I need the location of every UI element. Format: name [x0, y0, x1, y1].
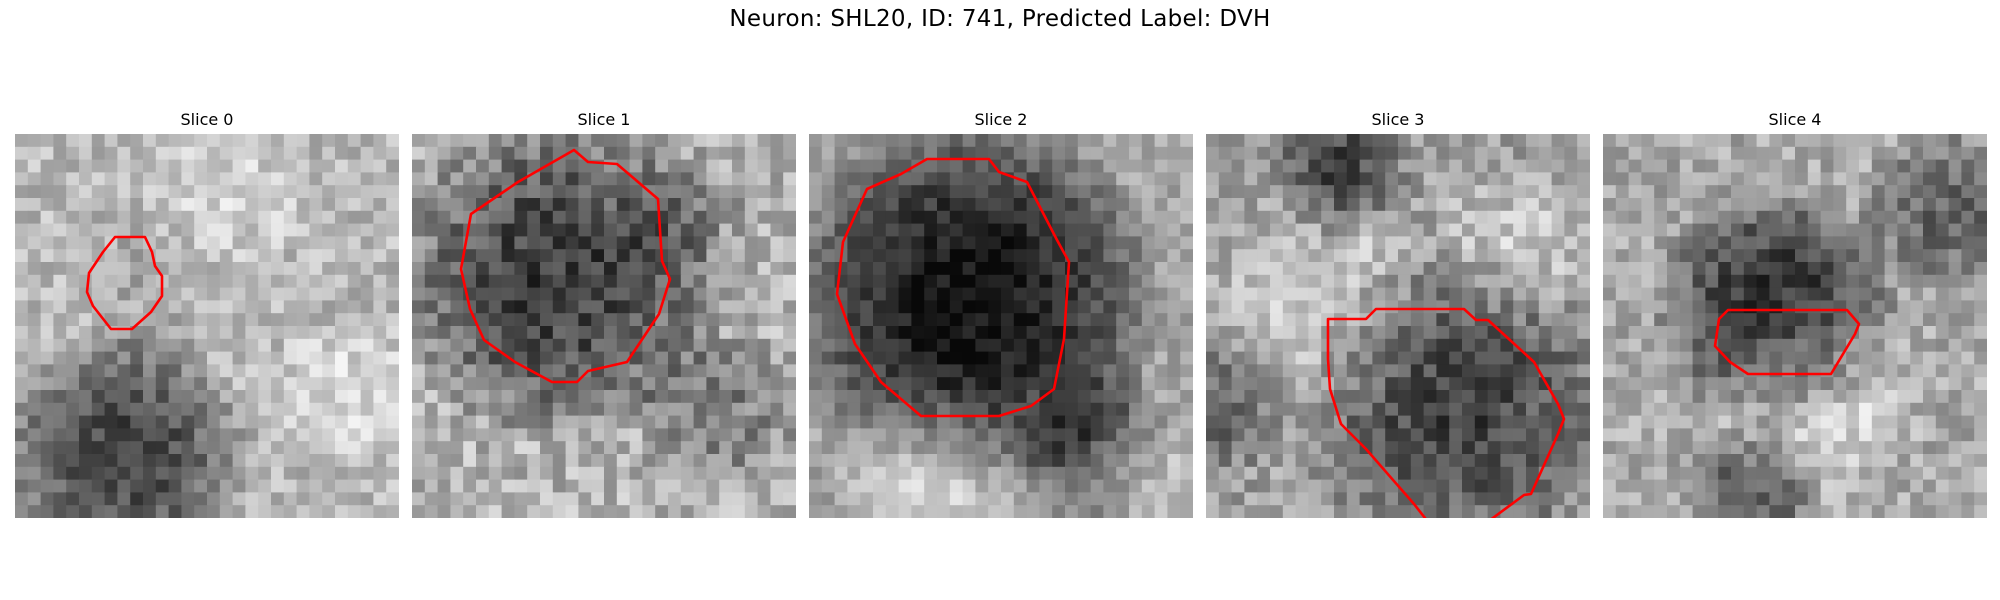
- contour-outline-3: [1326, 307, 1566, 518]
- slice-title-1: Slice 1: [577, 110, 631, 129]
- slice-pixels-2: [809, 134, 1193, 518]
- slice-image-1: [412, 134, 796, 518]
- slice-title-2: Slice 2: [974, 110, 1028, 129]
- slice-pixels-4: [1603, 134, 1987, 518]
- contour-outline-0: [85, 235, 164, 331]
- slice-pixels-0: [15, 134, 399, 518]
- slice-pixels-1: [412, 134, 796, 518]
- contour-outline-2: [835, 157, 1071, 418]
- contour-outline-1: [459, 148, 672, 384]
- slice-image-3: [1206, 134, 1590, 518]
- figure-title: Neuron: SHL20, ID: 741, Predicted Label:…: [729, 6, 1271, 32]
- slice-image-0: [15, 134, 399, 518]
- slice-image-4: [1603, 134, 1987, 518]
- slice-image-2: [809, 134, 1193, 518]
- slice-pixels-3: [1206, 134, 1590, 518]
- slice-title-4: Slice 4: [1768, 110, 1822, 129]
- slice-title-3: Slice 3: [1371, 110, 1425, 129]
- slice-title-0: Slice 0: [180, 110, 234, 129]
- contour-outline-4: [1713, 308, 1861, 376]
